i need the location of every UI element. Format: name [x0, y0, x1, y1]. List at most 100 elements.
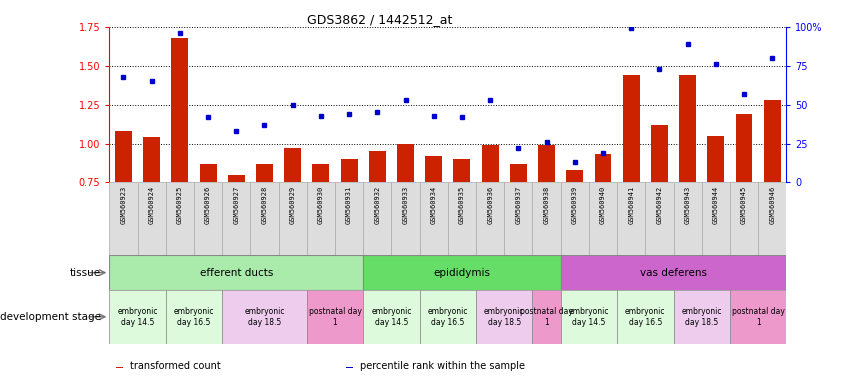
Text: GSM560930: GSM560930 [318, 186, 324, 224]
Bar [730, 290, 786, 344]
Text: postnatal day
1: postnatal day 1 [732, 307, 785, 327]
Bar [476, 182, 505, 255]
Bar [256, 164, 273, 299]
Text: transformed count: transformed count [130, 361, 220, 371]
Text: GSM560927: GSM560927 [233, 186, 240, 224]
Bar [363, 255, 561, 290]
Bar [420, 182, 447, 255]
Text: GSM560923: GSM560923 [120, 186, 126, 224]
Text: embryonic
day 14.5: embryonic day 14.5 [117, 307, 158, 327]
Bar [758, 182, 786, 255]
Bar [138, 182, 166, 255]
Text: GSM560944: GSM560944 [713, 186, 719, 224]
Bar [622, 75, 640, 299]
Bar [674, 290, 730, 344]
Title: GDS3862 / 1442512_at: GDS3862 / 1442512_at [308, 13, 452, 26]
Bar [363, 182, 391, 255]
Bar [109, 182, 138, 255]
Text: GSM560936: GSM560936 [487, 186, 493, 224]
Bar [335, 182, 363, 255]
Bar [482, 145, 499, 299]
Bar [538, 145, 555, 299]
Text: GSM560926: GSM560926 [205, 186, 211, 224]
Text: GSM560928: GSM560928 [262, 186, 267, 224]
Bar [172, 38, 188, 299]
Text: GSM560937: GSM560937 [516, 186, 521, 224]
Text: GSM560934: GSM560934 [431, 186, 436, 224]
Text: GSM560933: GSM560933 [403, 186, 409, 224]
Bar [532, 182, 561, 255]
Bar [510, 164, 526, 299]
Text: GSM560925: GSM560925 [177, 186, 182, 224]
Bar [730, 182, 758, 255]
Text: GSM560943: GSM560943 [685, 186, 690, 224]
Text: GSM560946: GSM560946 [770, 186, 775, 224]
Bar [561, 182, 589, 255]
Text: GSM560945: GSM560945 [741, 186, 747, 224]
Text: GSM560940: GSM560940 [600, 186, 606, 224]
Text: tissue: tissue [70, 268, 101, 278]
Text: GSM560941: GSM560941 [628, 186, 634, 224]
Text: embryonic
day 16.5: embryonic day 16.5 [174, 307, 214, 327]
Text: embryonic
day 16.5: embryonic day 16.5 [427, 307, 468, 327]
Bar [278, 182, 307, 255]
Text: embryonic
day 14.5: embryonic day 14.5 [371, 307, 411, 327]
Text: postnatal day
1: postnatal day 1 [309, 307, 362, 327]
Text: development stage: development stage [0, 312, 101, 322]
Text: GSM560924: GSM560924 [149, 186, 155, 224]
Bar [222, 182, 251, 255]
Bar [701, 182, 730, 255]
Bar [307, 182, 335, 255]
Bar [363, 290, 420, 344]
Bar [707, 136, 724, 299]
Bar [736, 114, 753, 299]
Bar [566, 170, 583, 299]
Text: embryonic
day 14.5: embryonic day 14.5 [569, 307, 609, 327]
Bar [426, 156, 442, 299]
Text: GSM560938: GSM560938 [543, 186, 549, 224]
Bar [561, 255, 786, 290]
Bar [143, 137, 160, 299]
Bar [166, 290, 222, 344]
Bar [680, 75, 696, 299]
Bar [764, 100, 780, 299]
Bar [194, 182, 222, 255]
Text: embryonic
day 18.5: embryonic day 18.5 [681, 307, 722, 327]
Text: embryonic
day 18.5: embryonic day 18.5 [244, 307, 285, 327]
Bar [369, 151, 386, 299]
Bar [312, 164, 330, 299]
Text: efferent ducts: efferent ducts [199, 268, 273, 278]
Bar [109, 255, 363, 290]
Bar [284, 148, 301, 299]
Bar [617, 290, 674, 344]
Bar [199, 164, 216, 299]
Text: vas deferens: vas deferens [640, 268, 707, 278]
Bar [391, 182, 420, 255]
Bar [420, 290, 476, 344]
Text: epididymis: epididymis [433, 268, 490, 278]
Bar [617, 182, 645, 255]
Bar [674, 182, 701, 255]
Text: GSM560939: GSM560939 [572, 186, 578, 224]
Text: GSM560931: GSM560931 [346, 186, 352, 224]
Bar [116, 367, 123, 368]
Bar [222, 290, 307, 344]
Bar [645, 182, 674, 255]
Bar [532, 290, 561, 344]
Bar [589, 182, 617, 255]
Bar [651, 125, 668, 299]
Bar [307, 290, 363, 344]
Bar [447, 182, 476, 255]
Text: embryonic
day 18.5: embryonic day 18.5 [484, 307, 525, 327]
Text: GSM560929: GSM560929 [289, 186, 296, 224]
Bar [166, 182, 194, 255]
Text: GSM560942: GSM560942 [656, 186, 663, 224]
Bar [346, 367, 353, 368]
Bar [251, 182, 278, 255]
Text: percentile rank within the sample: percentile rank within the sample [360, 361, 525, 371]
Bar [341, 159, 357, 299]
Bar [476, 290, 532, 344]
Bar [115, 131, 132, 299]
Bar [109, 290, 166, 344]
Bar [561, 290, 617, 344]
